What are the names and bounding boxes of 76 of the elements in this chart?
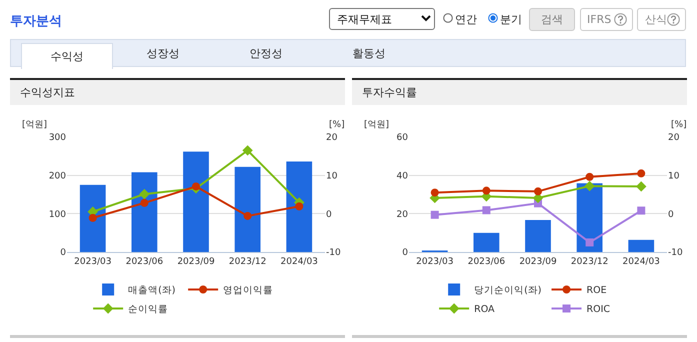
point [140,198,148,207]
legend-label: 영업이익률 [223,285,274,296]
bar [525,220,551,252]
y2-tick-label: 10 [326,171,338,182]
legend-label: ROE [586,285,607,296]
text: 안정성 [248,46,284,62]
y-tick-label: 60 [396,133,408,144]
text: 산식 [645,13,667,26]
point [430,188,439,197]
point [637,206,646,215]
legend-label: 매출액(좌) [128,285,176,296]
legend-label: ROA [474,304,496,316]
x-tick-label: 2023/12 [570,256,608,267]
bar [132,172,158,252]
y-tick-label: 0 [60,248,66,258]
point [586,238,594,246]
chart-title: 투자수익률 [352,78,687,105]
x-tick-label: 2023/09 [177,256,215,267]
x-tick-label: 2024/03 [622,256,660,267]
x-tick-label: 2023/09 [519,256,557,267]
text: 연간 [455,12,477,27]
point [584,180,595,192]
y2-tick-label: -10 [326,248,341,258]
point [242,145,253,156]
point [244,212,252,220]
y2-axis-title: [%] [671,120,687,130]
legend-label: ROIC [586,304,610,316]
text: IFRS [587,13,612,26]
point [534,187,542,196]
bar [80,184,106,252]
legend-label: 당기순이익(좌) [474,285,542,296]
point [482,186,490,195]
bar [183,152,209,252]
chart-title: 수익성지표 [10,78,345,105]
point [482,206,490,214]
bar [286,162,312,252]
text: 주재무제표 [329,8,435,30]
point [192,182,200,190]
x-tick-label: 2023/06 [126,256,164,267]
x-tick-label: 2023/06 [468,256,506,267]
bar [234,166,260,252]
y2-tick-label: 0 [326,210,332,220]
y-tick-label: 40 [396,171,408,182]
text: 투자분석 [10,13,62,30]
x-tick-label: 2024/03 [280,256,318,267]
y-tick-label: 0 [402,248,408,258]
point [637,169,646,178]
y-axis-title: [억원] [22,120,48,130]
text: 검색 [529,8,575,31]
y2-tick-label: -10 [668,248,683,258]
legend-label: 순이익률 [128,304,168,316]
y-tick-label: 300 [48,133,66,144]
x-tick-label: 2023/03 [416,256,454,267]
y-tick-label: 200 [48,171,66,182]
point [88,214,97,222]
text: 수익성 [21,43,113,69]
text: 활동성 [352,46,386,62]
point [586,172,594,181]
text: 분기 [500,12,522,27]
bar [474,232,500,252]
text: 성장성 [146,46,180,62]
bar [628,240,654,252]
y2-axis-title: [%] [329,120,345,130]
point [430,210,439,219]
x-tick-label: 2023/12 [228,256,266,267]
y-tick-label: 100 [48,210,66,220]
point [295,202,304,210]
point [636,181,646,192]
y-axis-title: [억원] [364,120,390,130]
y2-tick-label: 20 [326,133,338,144]
point [139,188,150,200]
y2-tick-label: 20 [668,133,680,144]
y2-tick-label: 10 [668,171,680,182]
x-tick-label: 2023/03 [74,256,112,267]
y-tick-label: 20 [396,210,408,220]
y2-tick-label: 0 [668,210,674,220]
